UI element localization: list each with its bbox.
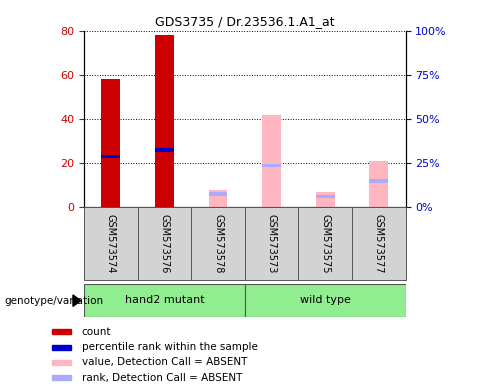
Bar: [101, 155, 120, 158]
Bar: [52, 360, 71, 365]
Text: genotype/variation: genotype/variation: [5, 296, 104, 306]
Text: value, Detection Call = ABSENT: value, Detection Call = ABSENT: [82, 358, 247, 367]
Bar: [101, 79, 120, 207]
Bar: [262, 114, 281, 207]
Text: GSM573575: GSM573575: [320, 214, 330, 273]
Bar: [52, 344, 71, 349]
Text: GSM573576: GSM573576: [159, 214, 169, 273]
Bar: [245, 207, 299, 280]
Bar: [262, 164, 281, 167]
Bar: [155, 35, 174, 207]
Text: GSM573577: GSM573577: [374, 214, 384, 273]
Bar: [370, 161, 388, 207]
Bar: [191, 207, 245, 280]
Bar: [209, 190, 228, 207]
Bar: [245, 284, 406, 317]
Text: GSM573578: GSM573578: [213, 214, 223, 273]
Text: rank, Detection Call = ABSENT: rank, Detection Call = ABSENT: [82, 373, 242, 383]
Bar: [52, 329, 71, 334]
Text: GSM573573: GSM573573: [266, 214, 276, 273]
Title: GDS3735 / Dr.23536.1.A1_at: GDS3735 / Dr.23536.1.A1_at: [155, 15, 335, 28]
Bar: [352, 207, 406, 280]
Bar: [84, 207, 138, 280]
Text: count: count: [82, 327, 111, 337]
Text: hand2 mutant: hand2 mutant: [125, 295, 204, 306]
Text: percentile rank within the sample: percentile rank within the sample: [82, 342, 258, 352]
Bar: [138, 207, 191, 280]
Bar: [299, 207, 352, 280]
Bar: [316, 192, 335, 207]
Bar: [155, 148, 174, 152]
Text: wild type: wild type: [300, 295, 350, 306]
Bar: [52, 375, 71, 380]
Bar: [209, 192, 228, 196]
Bar: [316, 195, 335, 198]
Text: GSM573574: GSM573574: [106, 214, 116, 273]
Bar: [84, 284, 245, 317]
Bar: [370, 179, 388, 182]
